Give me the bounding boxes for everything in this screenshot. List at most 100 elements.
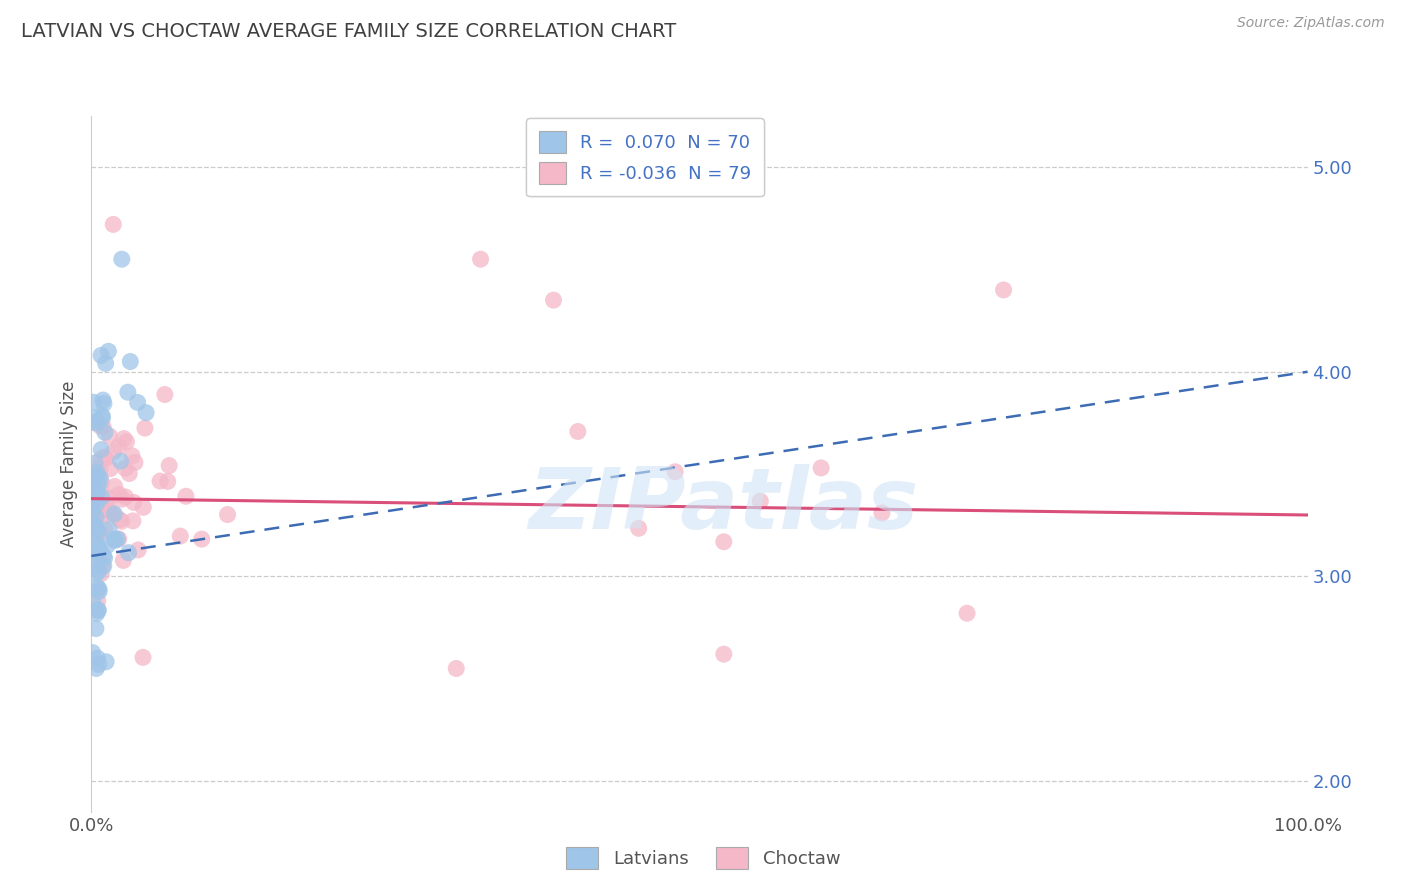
Point (87, 494, 110, 508)
Point (956, 606, 979, 620)
Point (83, 488, 105, 502)
Point (101, 506, 124, 520)
Point (993, 283, 1015, 297)
Point (83, 481, 105, 495)
Point (87, 594, 110, 608)
Point (103, 218, 125, 232)
Point (111, 252, 134, 267)
Point (124, 456, 146, 470)
Point (86, 470, 108, 484)
Point (121, 449, 143, 463)
Point (89, 542, 111, 557)
Point (84, 463, 107, 477)
Point (112, 553, 135, 567)
Point (134, 421, 156, 435)
Point (82, 646, 104, 660)
Point (83, 410, 105, 425)
Y-axis label: Average Family Size: Average Family Size (59, 381, 77, 547)
Point (149, 474, 172, 488)
Point (86, 651, 108, 665)
Point (94, 506, 117, 520)
Point (810, 461, 832, 475)
Point (87, 657, 110, 672)
Point (94, 450, 117, 464)
Point (91, 419, 114, 434)
Point (104, 533, 127, 547)
Point (87, 603, 110, 617)
Point (90, 452, 112, 467)
Point (127, 543, 149, 558)
Point (132, 650, 155, 665)
Point (627, 521, 650, 535)
Point (87, 477, 110, 491)
Point (94, 451, 117, 466)
Point (83, 479, 105, 493)
Point (567, 425, 589, 439)
Point (84, 566, 107, 581)
Point (664, 465, 686, 479)
Point (87, 582, 110, 596)
Point (86, 483, 108, 498)
Point (870, 506, 893, 520)
Point (97, 500, 120, 514)
Point (86, 466, 108, 480)
Point (83, 517, 105, 532)
Point (115, 434, 138, 449)
Point (86, 580, 108, 594)
Point (89, 419, 111, 434)
Point (84, 456, 107, 470)
Point (94, 356, 117, 370)
Point (110, 454, 132, 468)
Point (90, 490, 112, 504)
Point (86, 607, 108, 621)
Point (127, 395, 149, 409)
Point (84, 510, 107, 524)
Point (86, 539, 108, 553)
Point (84, 528, 107, 542)
Point (89, 526, 111, 541)
Point (89, 584, 111, 599)
Point (87, 565, 110, 579)
Point (91, 558, 114, 573)
Point (83, 552, 105, 566)
Point (104, 479, 127, 493)
Point (108, 487, 131, 501)
Point (82, 395, 104, 409)
Point (217, 508, 239, 522)
Point (93, 551, 115, 566)
Point (86, 553, 108, 567)
Point (169, 529, 191, 543)
Point (90, 442, 112, 457)
Point (157, 458, 180, 473)
Point (107, 532, 129, 546)
Point (83, 494, 105, 508)
Point (97, 491, 120, 505)
Point (87, 469, 110, 483)
Point (122, 495, 145, 509)
Point (104, 533, 127, 548)
Point (90, 504, 112, 518)
Point (122, 514, 145, 528)
Point (103, 444, 125, 458)
Point (114, 461, 136, 475)
Point (713, 647, 735, 661)
Point (83, 540, 105, 554)
Point (90, 475, 112, 490)
Point (96, 539, 118, 553)
Point (107, 532, 129, 546)
Point (93, 559, 115, 574)
Point (98, 461, 121, 475)
Point (83, 488, 105, 502)
Point (94, 500, 117, 514)
Point (93, 522, 115, 536)
Point (91, 411, 114, 425)
Point (98, 505, 121, 519)
Point (82, 560, 104, 574)
Point (118, 467, 141, 481)
Point (94, 425, 117, 440)
Point (98, 522, 121, 536)
Point (114, 490, 136, 504)
Text: ZIPatlas: ZIPatlas (529, 464, 920, 547)
Point (444, 661, 467, 675)
Point (93, 396, 115, 410)
